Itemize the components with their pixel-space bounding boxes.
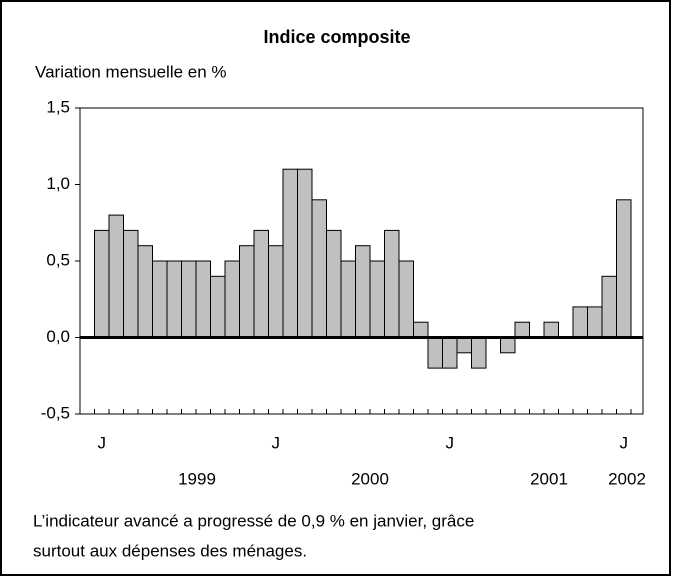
bar <box>427 337 443 369</box>
bar <box>355 245 371 338</box>
bar <box>369 260 385 338</box>
year-label: 2000 <box>351 469 389 488</box>
bar <box>239 245 255 338</box>
y-tick-label: 0,5 <box>46 250 70 269</box>
bar <box>587 306 603 338</box>
y-tick-label: 0,0 <box>46 327 70 346</box>
bar <box>166 260 182 338</box>
year-label: 1999 <box>178 469 216 488</box>
x-tick-label: J <box>98 433 107 452</box>
y-tick-label: 1,0 <box>46 174 70 193</box>
bar <box>471 337 487 369</box>
x-tick-label: J <box>620 433 629 452</box>
bar <box>340 260 356 338</box>
bar <box>210 275 226 338</box>
year-label: 2001 <box>530 469 568 488</box>
bar <box>181 260 197 338</box>
bar <box>572 306 588 338</box>
bar <box>195 260 211 338</box>
y-tick-label: -0,5 <box>41 403 70 422</box>
bar <box>268 245 284 338</box>
bar <box>123 229 139 338</box>
y-tick-label: 1,5 <box>46 97 70 116</box>
bar <box>442 337 458 369</box>
bar <box>282 168 298 338</box>
bar <box>326 229 342 338</box>
bar <box>398 260 414 338</box>
bar <box>108 214 124 339</box>
bar <box>311 199 327 338</box>
bar <box>500 337 516 354</box>
bar <box>413 321 429 339</box>
bar <box>384 229 400 338</box>
bar <box>253 229 269 338</box>
bar <box>297 168 313 338</box>
note-line: surtout aux dépenses des ménages. <box>33 541 307 560</box>
bar <box>137 245 153 338</box>
bar <box>94 229 110 338</box>
x-tick-label: J <box>446 433 455 452</box>
bar <box>224 260 240 338</box>
bar <box>152 260 168 338</box>
bar <box>601 275 617 338</box>
bar <box>514 321 530 339</box>
bar <box>616 199 632 338</box>
year-label: 2002 <box>608 469 646 488</box>
bar <box>543 321 559 339</box>
bar <box>456 337 472 354</box>
note-line: L’indicateur avancé a progressé de 0,9 %… <box>33 511 474 530</box>
subtitle: Variation mensuelle en % <box>35 62 227 81</box>
x-tick-label: J <box>272 433 281 452</box>
chart-title: Indice composite <box>263 27 410 47</box>
